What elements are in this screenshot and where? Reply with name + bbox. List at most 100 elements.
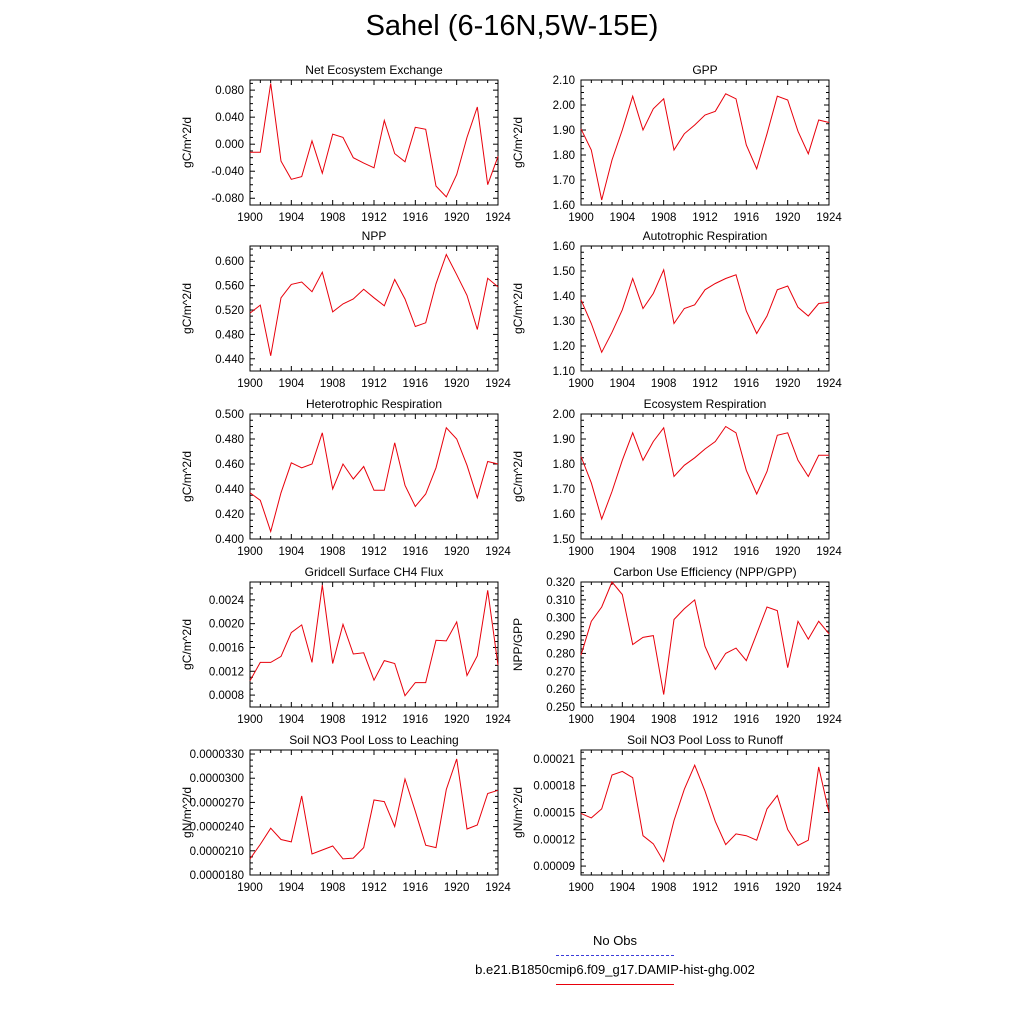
x-tick-label: 1920 [775,378,801,390]
series-line [249,426,499,534]
y-tick-label: -0.040 [211,166,244,178]
x-tick-label: 1900 [237,714,263,726]
plot-autotrophic-respiration: Autotrophic Respiration gC/m^2/d 1900 1904 1… [511,229,842,390]
x-tick-label: 1916 [734,378,760,390]
x-tick-label: 1924 [485,714,511,726]
y-axis-label: gN/m^2/d [511,787,525,838]
y-tick-label: 0.0000330 [190,749,244,761]
plot-soil-no3-pool-loss-to-leaching: Soil NO3 Pool Loss to Leaching gN/m^2/d 19… [180,733,511,894]
y-axis-label: gC/m^2/d [180,283,194,334]
y-axis-label: gC/m^2/d [511,451,525,502]
x-tick-label: 1908 [320,546,346,558]
plot-ecosystem-respiration: Ecosystem Respiration gC/m^2/d 1900 1904 190… [511,397,842,558]
x-tick-label: 1924 [485,882,511,894]
x-tick-label: 1916 [734,546,760,558]
x-tick-label: 1916 [403,882,429,894]
x-tick-label: 1920 [775,714,801,726]
x-tick-label: 1912 [361,212,387,224]
x-tick-label: 1904 [610,546,636,558]
x-tick-label: 1920 [775,212,801,224]
x-tick-label: 1912 [692,546,718,558]
y-tick-label: 0.500 [215,409,244,421]
x-tick-label: 1908 [320,378,346,390]
x-tick-label: 1912 [692,212,718,224]
y-tick-label: 0.310 [546,595,575,607]
x-tick-label: 1904 [610,714,636,726]
y-tick-label: 0.480 [215,329,244,341]
x-tick-label: 1908 [651,212,677,224]
y-tick-label: 0.0008 [209,690,244,702]
x-tick-label: 1920 [775,882,801,894]
y-tick-label: 0.280 [546,648,575,660]
x-tick-label: 1904 [610,212,636,224]
x-tick-label: 1904 [279,882,305,894]
x-tick-label: 1908 [651,714,677,726]
plot-frame [249,413,499,540]
x-tick-label: 1908 [651,882,677,894]
y-axis-label: gC/m^2/d [511,283,525,334]
y-axis-label: gC/m^2/d [180,451,194,502]
y-tick-label: 1.40 [553,291,575,303]
y-tick-label: 2.00 [553,409,575,421]
y-tick-label: 0.040 [215,112,244,124]
x-tick-label: 1908 [320,882,346,894]
plot-frame [249,245,499,372]
y-tick-label: 0.250 [546,702,575,714]
x-tick-label: 1924 [816,212,842,224]
x-tick-label: 1900 [237,882,263,894]
y-axis-label: gC/m^2/d [180,619,194,670]
y-tick-label: 0.0020 [209,619,244,631]
x-tick-label: 1924 [816,546,842,558]
plot-frame [580,749,830,876]
plot-title: Soil NO3 Pool Loss to Leaching [289,733,458,747]
y-tick-label: 0.00009 [533,861,575,873]
y-tick-label: 0.480 [215,434,244,446]
y-tick-label: 0.00018 [533,781,575,793]
plot-frame [249,79,499,206]
series-line [249,253,499,356]
y-tick-label: 1.60 [553,509,575,521]
y-tick-label: 0.0024 [209,595,245,607]
y-axis-label: gC/m^2/d [511,117,525,168]
y-tick-label: 0.260 [546,684,575,696]
x-tick-label: 1924 [485,546,511,558]
x-tick-label: 1900 [568,882,594,894]
y-tick-label: 0.0000210 [190,846,244,858]
y-tick-label: 0.080 [215,85,244,97]
x-tick-label: 1900 [237,212,263,224]
y-tick-label: 2.00 [553,100,575,112]
x-tick-label: 1924 [816,378,842,390]
y-tick-label: 1.70 [553,484,575,496]
x-tick-label: 1912 [361,714,387,726]
plot-carbon-use-efficiency-npp-gpp: Carbon Use Efficiency (NPP/GPP) NPP/GPP 19… [511,565,842,726]
y-tick-label: 0.300 [546,613,575,625]
y-tick-label: 0.00015 [533,808,575,820]
y-tick-label: 0.400 [215,534,244,546]
x-tick-label: 1916 [403,546,429,558]
x-tick-label: 1924 [816,882,842,894]
plot-npp: NPP gC/m^2/d 1900 1904 1908 1912 1916 1920 1924 0… [180,229,511,390]
x-tick-label: 1912 [361,546,387,558]
plot-title: GPP [692,63,717,77]
x-tick-label: 1924 [485,212,511,224]
x-tick-label: 1904 [279,714,305,726]
x-tick-label: 1912 [692,882,718,894]
y-tick-label: 0.0000270 [190,797,244,809]
y-tick-label: 0.0000300 [190,773,244,785]
x-tick-label: 1900 [237,378,263,390]
x-tick-label: 1920 [444,378,470,390]
plot-title: Heterotrophic Respiration [306,397,442,411]
y-tick-label: 0.00012 [533,834,575,846]
y-tick-label: 1.60 [553,241,575,253]
x-tick-label: 1916 [734,714,760,726]
y-tick-label: 1.90 [553,125,575,137]
plot-frame [580,245,830,372]
y-tick-label: 0.460 [215,459,244,471]
x-tick-label: 1916 [734,882,760,894]
y-tick-label: 0.600 [215,256,244,268]
plot-gridcell-surface-ch4-flux: Gridcell Surface CH4 Flux gC/m^2/d 1900 190… [180,565,511,726]
series-line [580,581,830,695]
x-tick-label: 1904 [279,212,305,224]
y-tick-label: 1.80 [553,150,575,162]
x-tick-label: 1920 [444,212,470,224]
